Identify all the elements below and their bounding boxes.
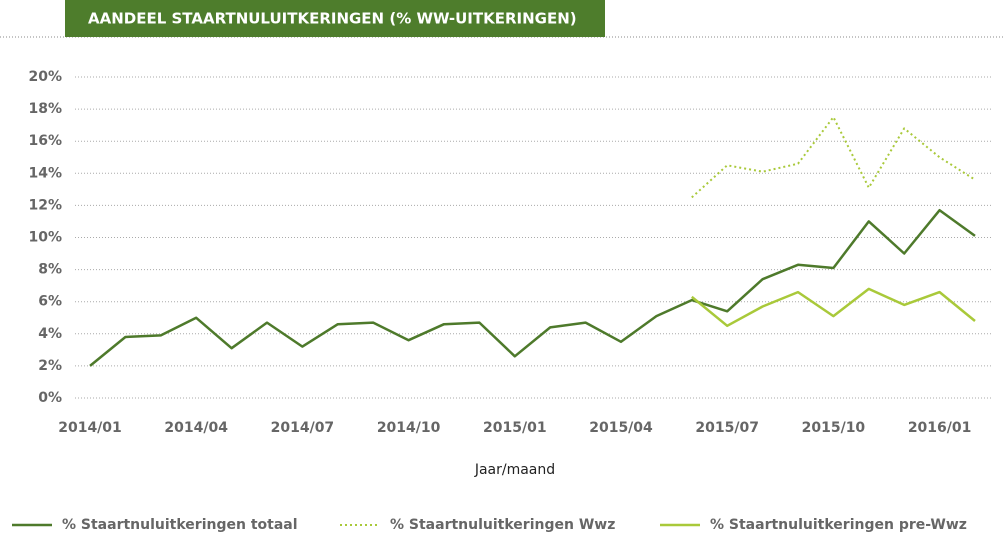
series-line (691, 287, 976, 328)
x-tick-label: 2014/10 (377, 420, 441, 436)
y-tick-label: 20% (28, 69, 62, 85)
legend-label: % Staartnuluitkeringen totaal (62, 517, 298, 533)
y-tick-label: 4% (38, 326, 62, 342)
y-tick-label: 16% (28, 133, 62, 149)
y-tick-label: 18% (28, 101, 62, 117)
series-line (691, 116, 976, 199)
x-tick-label: 2015/07 (695, 420, 759, 436)
y-tick-label: 12% (28, 197, 62, 213)
x-axis-label: Jaar/maand (474, 462, 555, 478)
y-tick-label: 14% (28, 165, 62, 181)
title-banner (65, 0, 605, 37)
legend-label: % Staartnuluitkeringen Wwz (390, 517, 615, 533)
y-tick-label: 10% (28, 230, 62, 246)
x-tick-label: 2015/04 (589, 420, 653, 436)
legend-label: % Staartnuluitkeringen pre-Wwz (710, 517, 967, 533)
y-tick-label: 0% (38, 390, 62, 406)
y-tick-label: 6% (38, 294, 62, 310)
x-tick-label: 2015/10 (802, 420, 866, 436)
x-tick-label: 2014/01 (58, 420, 122, 436)
series-line (89, 208, 976, 367)
chart-title: AANDEEL STAARTNULUITKERINGEN (% WW-UITKE… (88, 10, 577, 28)
x-tick-label: 2014/04 (164, 420, 228, 436)
x-tick-label: 2016/01 (908, 420, 972, 436)
x-tick-label: 2014/07 (271, 420, 335, 436)
x-tick-label: 2015/01 (483, 420, 547, 436)
y-tick-label: 8% (38, 262, 62, 278)
y-tick-label: 2% (38, 358, 62, 374)
